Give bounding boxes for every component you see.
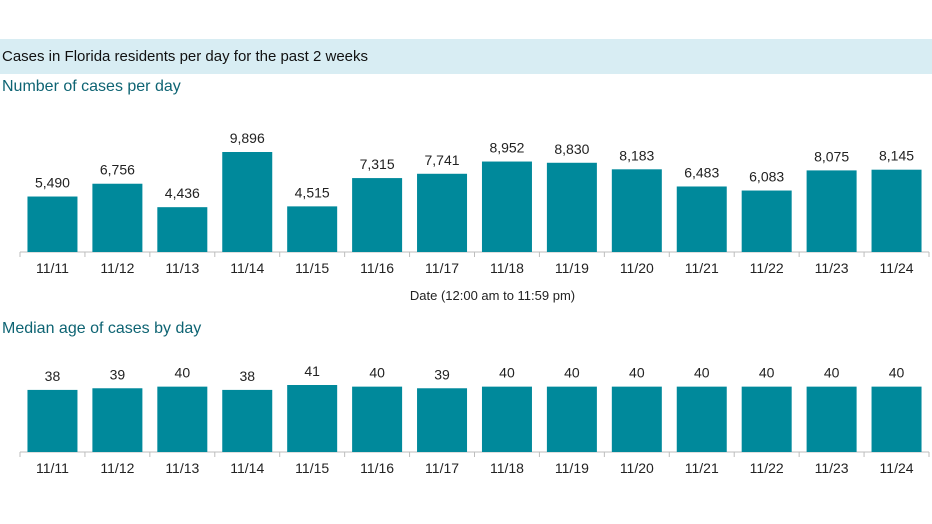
age-value-label: 39 xyxy=(434,366,450,382)
cases-value-label: 9,896 xyxy=(230,130,265,146)
age-value-label: 38 xyxy=(239,368,255,384)
cases-bar xyxy=(92,183,143,252)
age-bar xyxy=(222,389,273,452)
age-bar xyxy=(611,386,662,452)
cases-bar xyxy=(157,207,208,252)
header-band: Cases in Florida residents per day for t… xyxy=(0,39,932,74)
cases-bar xyxy=(352,178,403,252)
cases-tick-label: 11/22 xyxy=(750,260,784,276)
age-value-label: 40 xyxy=(824,365,840,381)
age-value-label: 41 xyxy=(304,363,320,379)
cases-bar xyxy=(27,196,78,252)
age-tick-label: 11/23 xyxy=(815,460,849,476)
cases-tick-label: 11/16 xyxy=(360,260,394,276)
cases-bar xyxy=(806,170,857,252)
cases-bar xyxy=(611,169,662,252)
age-value-label: 38 xyxy=(45,368,61,384)
age-value-label: 40 xyxy=(369,365,385,381)
cases-bar xyxy=(222,152,273,252)
cases-bar xyxy=(741,190,792,252)
age-value-label: 40 xyxy=(629,365,645,381)
age-bar xyxy=(806,386,857,452)
age-bar xyxy=(546,386,597,452)
header-title: Cases in Florida residents per day for t… xyxy=(2,48,369,65)
age-tick-label: 11/19 xyxy=(555,460,589,476)
cases-value-label: 5,490 xyxy=(35,175,70,191)
cases-value-label: 4,436 xyxy=(165,185,200,201)
chart-1-title: Number of cases per day xyxy=(2,78,181,95)
cases-tick-label: 11/12 xyxy=(100,260,134,276)
chart-cases-per-day: 5,490 11/11 6,756 11/12 4,436 11/13 9,896 11/14… xyxy=(19,130,930,303)
age-value-label: 40 xyxy=(564,365,580,381)
cases-tick-label: 11/23 xyxy=(815,260,849,276)
age-bar xyxy=(157,386,208,452)
age-tick-label: 11/14 xyxy=(230,460,264,476)
age-bar xyxy=(27,389,78,452)
age-value-label: 40 xyxy=(889,365,905,381)
age-tick-label: 11/11 xyxy=(36,460,69,476)
age-bar xyxy=(871,386,922,452)
cases-value-label: 8,145 xyxy=(879,148,914,164)
cases-bar xyxy=(546,162,597,252)
age-tick-label: 11/15 xyxy=(295,460,329,476)
cases-value-label: 6,756 xyxy=(100,162,135,178)
cases-bar xyxy=(481,161,532,252)
age-value-label: 40 xyxy=(499,365,515,381)
cases-tick-label: 11/15 xyxy=(295,260,329,276)
cases-tick-label: 11/19 xyxy=(555,260,589,276)
age-tick-label: 11/24 xyxy=(880,460,914,476)
cases-value-label: 7,741 xyxy=(425,152,460,168)
cases-tick-label: 11/11 xyxy=(36,260,69,276)
cases-tick-label: 11/18 xyxy=(490,260,524,276)
chart-median-age: 38 11/11 39 11/12 40 11/13 38 11/14 41 11/15 40 11/… xyxy=(19,363,930,476)
age-tick-label: 11/13 xyxy=(165,460,199,476)
cases-value-label: 4,515 xyxy=(295,184,330,200)
age-tick-label: 11/21 xyxy=(685,460,719,476)
cases-tick-label: 11/24 xyxy=(880,260,914,276)
cases-bar xyxy=(287,206,338,252)
cases-tick-label: 11/17 xyxy=(425,260,459,276)
cases-bar xyxy=(417,173,468,252)
age-value-label: 40 xyxy=(759,365,775,381)
age-value-label: 40 xyxy=(175,365,191,381)
cases-bar xyxy=(676,186,727,252)
cases-tick-label: 11/20 xyxy=(620,260,654,276)
cases-value-label: 8,952 xyxy=(489,140,524,156)
age-bar xyxy=(352,386,403,452)
age-value-label: 40 xyxy=(694,365,710,381)
age-tick-label: 11/18 xyxy=(490,460,524,476)
cases-tick-label: 11/21 xyxy=(685,260,719,276)
age-tick-label: 11/12 xyxy=(100,460,134,476)
cases-value-label: 6,083 xyxy=(749,169,784,185)
age-bar xyxy=(741,386,792,452)
age-bar xyxy=(676,386,727,452)
cases-value-label: 6,483 xyxy=(684,164,719,180)
age-bar xyxy=(417,388,468,452)
age-bar xyxy=(287,385,338,452)
age-bar xyxy=(92,388,143,452)
cases-value-label: 8,830 xyxy=(554,141,589,157)
cases-tick-label: 11/14 xyxy=(230,260,264,276)
cases-tick-label: 11/13 xyxy=(165,260,199,276)
age-tick-label: 11/16 xyxy=(360,460,394,476)
cases-x-axis-title: Date (12:00 am to 11:59 pm) xyxy=(410,288,575,303)
chart-2-title: Median age of cases by day xyxy=(2,320,202,337)
age-tick-label: 11/20 xyxy=(620,460,654,476)
age-bar xyxy=(481,386,532,452)
cases-value-label: 8,183 xyxy=(619,147,654,163)
cases-bar xyxy=(871,169,922,252)
cases-value-label: 8,075 xyxy=(814,148,849,164)
cases-value-label: 7,315 xyxy=(360,156,395,172)
age-tick-label: 11/22 xyxy=(750,460,784,476)
age-value-label: 39 xyxy=(110,366,126,382)
age-tick-label: 11/17 xyxy=(425,460,459,476)
